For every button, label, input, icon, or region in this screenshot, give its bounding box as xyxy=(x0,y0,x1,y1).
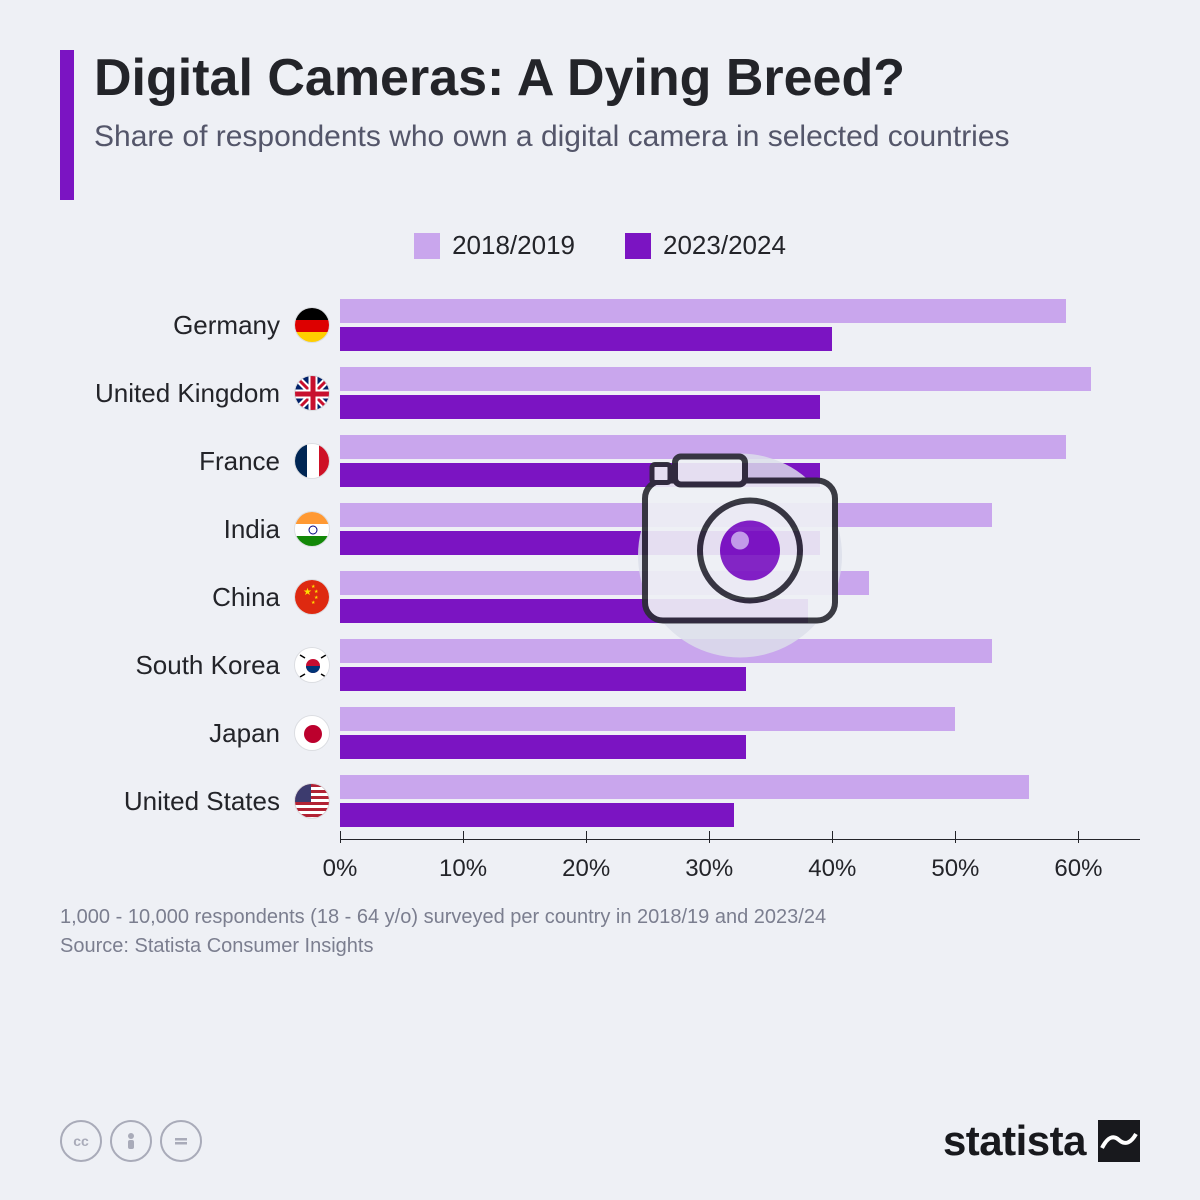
accent-bar xyxy=(60,50,74,200)
country-label: India xyxy=(60,495,340,563)
country-label: France xyxy=(60,427,340,495)
x-tick: 40% xyxy=(808,855,856,883)
brand-text: statista xyxy=(943,1117,1086,1165)
cc-by-icon xyxy=(110,1120,152,1162)
bar-row xyxy=(340,767,1140,835)
x-tick: 60% xyxy=(1054,855,1102,883)
legend-item-2018: 2018/2019 xyxy=(414,230,575,261)
country-label: China ★★★★★ xyxy=(60,563,340,631)
legend: 2018/2019 2023/2024 xyxy=(60,230,1140,261)
country-label: United States xyxy=(60,767,340,835)
bars-col xyxy=(340,291,1140,835)
country-name: Germany xyxy=(173,310,280,341)
statista-logo: statista xyxy=(943,1117,1140,1165)
bar-2023 xyxy=(340,735,746,759)
bar-row xyxy=(340,699,1140,767)
country-name: United States xyxy=(124,786,280,817)
legend-label-2023: 2023/2024 xyxy=(663,230,786,261)
country-name: France xyxy=(199,446,280,477)
flag-icon xyxy=(294,783,330,819)
footnote: 1,000 - 10,000 respondents (18 - 64 y/o)… xyxy=(60,903,1140,961)
bar-2023 xyxy=(340,803,734,827)
legend-item-2023: 2023/2024 xyxy=(625,230,786,261)
bar-row xyxy=(340,359,1140,427)
country-label: Germany xyxy=(60,291,340,359)
x-tick: 20% xyxy=(562,855,610,883)
footer: cc statista xyxy=(60,1117,1140,1165)
bar-row xyxy=(340,291,1140,359)
x-tick: 0% xyxy=(323,855,358,883)
bar-2023 xyxy=(340,599,808,623)
flag-icon xyxy=(294,443,330,479)
bar-2018 xyxy=(340,435,1066,459)
x-tick: 10% xyxy=(439,855,487,883)
bar-2018 xyxy=(340,775,1029,799)
bar-row xyxy=(340,563,1140,631)
bar-2018 xyxy=(340,503,992,527)
country-label: Japan xyxy=(60,699,340,767)
svg-text:★: ★ xyxy=(311,600,316,606)
bar-2018 xyxy=(340,299,1066,323)
bar-2018 xyxy=(340,707,955,731)
flag-icon: ★★★★★ xyxy=(294,579,330,615)
x-tick: 30% xyxy=(685,855,733,883)
country-name: Japan xyxy=(209,718,280,749)
country-name: South Korea xyxy=(135,650,280,681)
header: Digital Cameras: A Dying Breed? Share of… xyxy=(60,50,1140,200)
legend-swatch-2023 xyxy=(625,233,651,259)
legend-swatch-2018 xyxy=(414,233,440,259)
flag-icon xyxy=(294,511,330,547)
svg-text:cc: cc xyxy=(73,1133,89,1149)
bar-2018 xyxy=(340,639,992,663)
bar-2018 xyxy=(340,571,869,595)
x-tick: 50% xyxy=(931,855,979,883)
cc-license-icons: cc xyxy=(60,1120,202,1162)
bar-2018 xyxy=(340,367,1091,391)
bar-row xyxy=(340,631,1140,699)
footnote-line-1: 1,000 - 10,000 respondents (18 - 64 y/o)… xyxy=(60,903,1140,932)
bar-row xyxy=(340,427,1140,495)
country-name: China xyxy=(212,582,280,613)
page-title: Digital Cameras: A Dying Breed? xyxy=(94,50,1140,107)
flag-icon xyxy=(294,375,330,411)
flag-icon xyxy=(294,715,330,751)
country-label: United Kingdom xyxy=(60,359,340,427)
cc-icon: cc xyxy=(60,1120,102,1162)
footnote-line-2: Source: Statista Consumer Insights xyxy=(60,932,1140,961)
flag-icon xyxy=(294,647,330,683)
statista-wave-icon xyxy=(1098,1120,1140,1162)
bar-row xyxy=(340,495,1140,563)
country-labels-col: Germany United Kingdom France India China ★★★… xyxy=(60,291,340,835)
page-subtitle: Share of respondents who own a digital c… xyxy=(94,117,1140,156)
legend-label-2018: 2018/2019 xyxy=(452,230,575,261)
x-axis: 0% 10% 20% 30% 40% 50% 60% xyxy=(60,843,1140,883)
country-name: United Kingdom xyxy=(95,378,280,409)
bar-2023 xyxy=(340,463,820,487)
flag-icon xyxy=(294,307,330,343)
chart: Germany United Kingdom France India China ★★★… xyxy=(60,291,1140,883)
bar-2023 xyxy=(340,327,832,351)
bar-2023 xyxy=(340,531,820,555)
country-name: India xyxy=(224,514,280,545)
country-label: South Korea xyxy=(60,631,340,699)
bar-2023 xyxy=(340,395,820,419)
bar-2023 xyxy=(340,667,746,691)
cc-nd-icon xyxy=(160,1120,202,1162)
